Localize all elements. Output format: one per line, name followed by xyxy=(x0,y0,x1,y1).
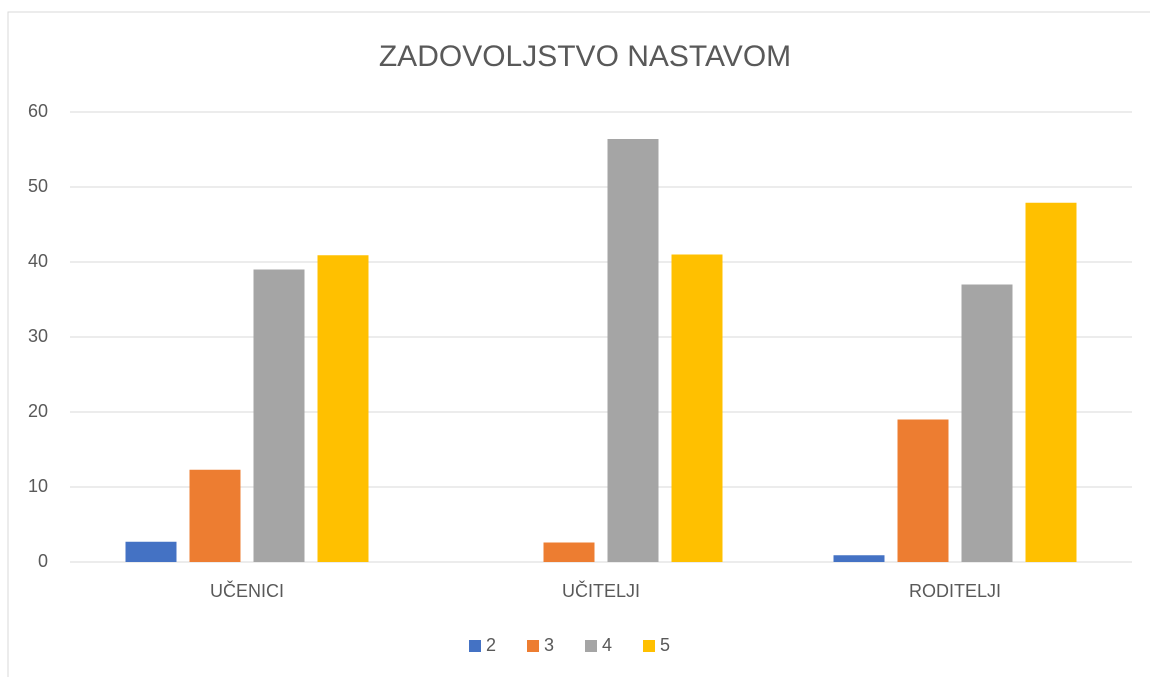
y-tick-label: 60 xyxy=(28,101,48,121)
y-tick-label: 0 xyxy=(38,551,48,571)
y-tick-label: 50 xyxy=(28,176,48,196)
bar xyxy=(897,419,949,562)
y-tick-label: 40 xyxy=(28,251,48,271)
bar xyxy=(961,284,1013,562)
x-tick-label: RODITELJI xyxy=(909,581,1001,601)
legend-label: 4 xyxy=(602,635,612,655)
bar xyxy=(125,541,177,562)
legend-swatch xyxy=(527,640,539,652)
chart-title: ZADOVOLJSTVO NASTAVOM xyxy=(379,40,791,73)
y-tick-label: 10 xyxy=(28,476,48,496)
x-tick-label: UČITELJI xyxy=(562,580,640,601)
legend-swatch xyxy=(643,640,655,652)
chart-border xyxy=(7,11,1150,677)
bar xyxy=(317,255,369,562)
bar xyxy=(253,269,305,562)
x-tick-label: UČENICI xyxy=(210,580,284,601)
bar xyxy=(189,469,241,562)
bar xyxy=(1025,202,1077,562)
legend-label: 3 xyxy=(544,635,554,655)
legend-label: 2 xyxy=(486,635,496,655)
legend-swatch xyxy=(469,640,481,652)
legend-swatch xyxy=(585,640,597,652)
bar xyxy=(543,542,595,562)
legend-label: 5 xyxy=(660,635,670,655)
bar xyxy=(833,555,885,562)
y-tick-label: 20 xyxy=(28,401,48,421)
bar xyxy=(671,254,723,562)
y-tick-label: 30 xyxy=(28,326,48,346)
bar xyxy=(607,139,659,562)
